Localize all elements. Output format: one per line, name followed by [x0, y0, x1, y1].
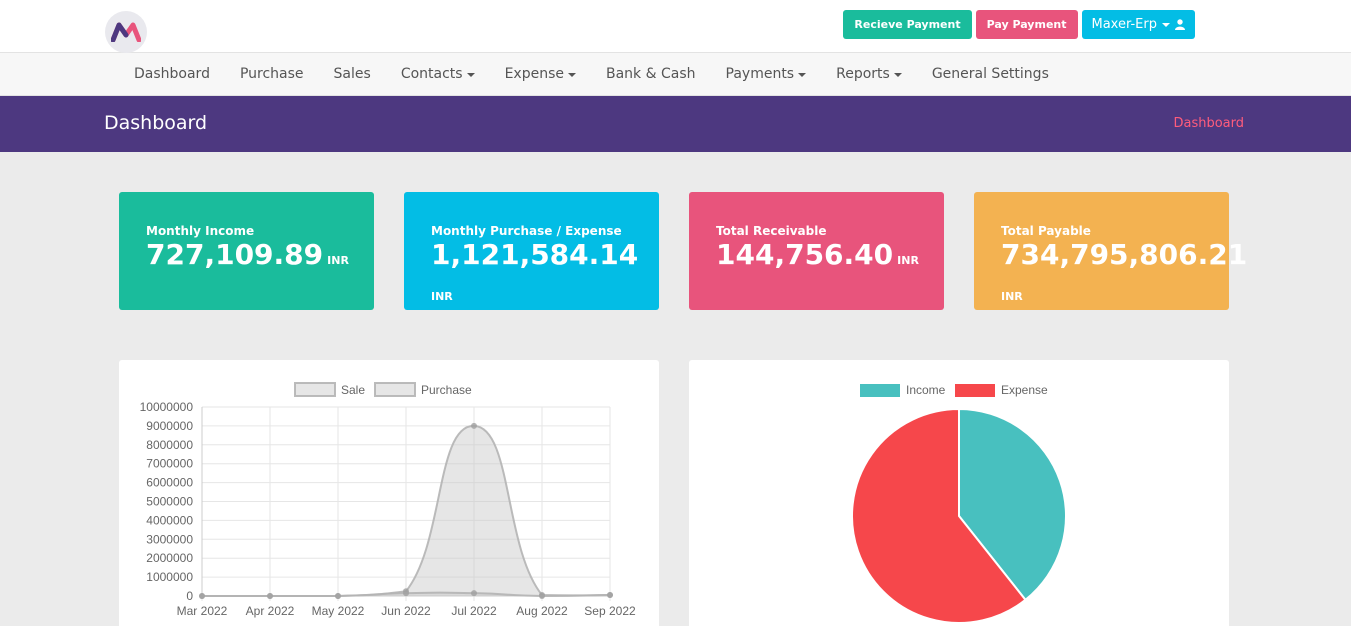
nav-item-label: Contacts — [400, 66, 463, 82]
card-unit: INR — [897, 254, 919, 267]
card-label: Total Payable — [1001, 224, 1091, 238]
y-tick-label: 9000000 — [146, 419, 193, 433]
page-title: Dashboard — [104, 112, 208, 134]
top-bar: Recieve Payment Pay Payment Maxer-Erp — [0, 0, 1351, 53]
account-label: Maxer-Erp — [1091, 17, 1158, 32]
nav-item-bank-cash[interactable]: Bank & Cash — [591, 53, 711, 96]
y-tick-label: 4000000 — [146, 513, 193, 527]
nav-item-dashboard[interactable]: Dashboard — [119, 53, 225, 96]
nav-item-purchase[interactable]: Purchase — [225, 53, 319, 96]
pie-slice-expense — [851, 407, 1027, 624]
card-value: 144,756.40 INR — [716, 238, 919, 271]
maxer-logo-icon[interactable] — [105, 11, 147, 53]
chevron-down-icon — [893, 72, 902, 77]
legend-swatch — [955, 384, 995, 397]
card-value: 1,121,584.14 — [431, 238, 639, 271]
series-area-purchase — [202, 425, 610, 596]
legend-swatch — [294, 382, 336, 397]
chevron-down-icon — [466, 72, 475, 77]
main-nav: Dashboard Purchase Sales Contacts Expense Ban… — [0, 53, 1351, 96]
data-point — [403, 590, 409, 597]
nav-item-general-settings[interactable]: General Settings — [917, 53, 1064, 96]
legend-label: Income — [906, 383, 946, 397]
chevron-down-icon — [568, 72, 576, 77]
account-menu-button[interactable]: Maxer-Erp — [1081, 10, 1195, 39]
nav-item-label: Bank & Cash — [606, 66, 696, 82]
x-tick-label: May 2022 — [312, 604, 365, 618]
nav-item-label: Payments — [725, 66, 795, 82]
data-point — [267, 593, 273, 599]
legend-label: Sale — [341, 383, 365, 397]
data-point — [335, 593, 341, 599]
chevron-down-icon — [798, 72, 807, 77]
card-value: 727,109.89 INR — [146, 238, 349, 271]
card-unit: INR — [1001, 290, 1023, 303]
x-tick-label: Sep 2022 — [584, 604, 636, 618]
y-tick-label: 5000000 — [146, 495, 193, 509]
data-point — [539, 593, 545, 599]
income-expense-pie-chart: Income Expense — [851, 383, 1067, 624]
sales-purchase-chart-panel: 0 1000000 2000000 3000000 4000000 5000000 6000… — [119, 360, 659, 626]
y-tick-label: 8000000 — [146, 438, 193, 452]
data-point — [471, 590, 477, 597]
data-point — [607, 592, 613, 599]
nav-item-label: Dashboard — [134, 66, 210, 82]
x-tick-label: Mar 2022 — [177, 604, 228, 618]
nav-item-label: Sales — [333, 66, 371, 82]
top-actions: Recieve Payment Pay Payment Maxer-Erp — [843, 10, 1195, 39]
nav-item-label: General Settings — [931, 66, 1049, 82]
nav-item-contacts[interactable]: Contacts — [386, 53, 490, 96]
total-payable-card: Total Payable 734,795,806.21 INR — [974, 192, 1248, 310]
income-expense-chart-panel: Income Expense — [689, 360, 1229, 626]
y-tick-label: 3000000 — [146, 532, 193, 546]
x-tick-label: Apr 2022 — [246, 604, 295, 618]
nav-item-label: Reports — [836, 66, 890, 82]
user-icon — [1175, 19, 1185, 30]
y-tick-label: 10000000 — [140, 400, 194, 414]
y-tick-label: 6000000 — [146, 476, 193, 490]
y-tick-label: 2000000 — [146, 551, 193, 565]
card-label: Monthly Purchase / Expense — [431, 224, 622, 238]
nav-item-sales[interactable]: Sales — [319, 53, 386, 96]
nav-item-reports[interactable]: Reports — [821, 53, 917, 96]
total-receivable-card: Total Receivable 144,756.40 INR — [689, 192, 944, 310]
card-unit: INR — [431, 290, 453, 303]
nav-items: Dashboard Purchase Sales Contacts Expense Ban… — [119, 53, 1064, 96]
nav-item-expense[interactable]: Expense — [490, 53, 591, 96]
monthly-purchase-expense-card: Monthly Purchase / Expense 1,121,584.14 … — [404, 192, 659, 310]
x-tick-label: Jul 2022 — [451, 604, 497, 618]
legend-swatch — [860, 384, 900, 397]
data-point — [199, 593, 205, 599]
nav-item-label: Purchase — [239, 66, 304, 82]
card-label: Monthly Income — [146, 224, 255, 238]
card-unit: INR — [327, 254, 349, 267]
receive-payment-button[interactable]: Recieve Payment — [843, 10, 972, 39]
legend-label: Purchase — [421, 383, 472, 397]
y-tick-label: 7000000 — [146, 457, 193, 471]
pie-slice-income — [958, 407, 1067, 602]
nav-item-payments[interactable]: Payments — [711, 53, 822, 96]
monthly-income-card: Monthly Income 727,109.89 INR — [119, 192, 374, 310]
card-value: 734,795,806.21 — [1001, 238, 1248, 271]
x-tick-label: Aug 2022 — [516, 604, 568, 618]
data-point — [471, 422, 477, 429]
sales-purchase-chart: 0 1000000 2000000 3000000 4000000 5000000 6000… — [140, 382, 636, 618]
legend-label: Expense — [1001, 383, 1048, 397]
x-tick-label: Jun 2022 — [381, 604, 431, 618]
card-label: Total Receivable — [716, 224, 827, 238]
nav-item-label: Expense — [504, 66, 564, 82]
pay-payment-button[interactable]: Pay Payment — [975, 10, 1078, 39]
breadcrumb[interactable]: Dashboard — [1173, 116, 1244, 131]
y-tick-label: 1000000 — [146, 570, 193, 584]
legend-swatch — [374, 382, 416, 397]
chevron-down-icon — [1162, 22, 1170, 27]
y-tick-label: 0 — [186, 589, 193, 603]
page-header: Dashboard Dashboard — [0, 96, 1351, 152]
